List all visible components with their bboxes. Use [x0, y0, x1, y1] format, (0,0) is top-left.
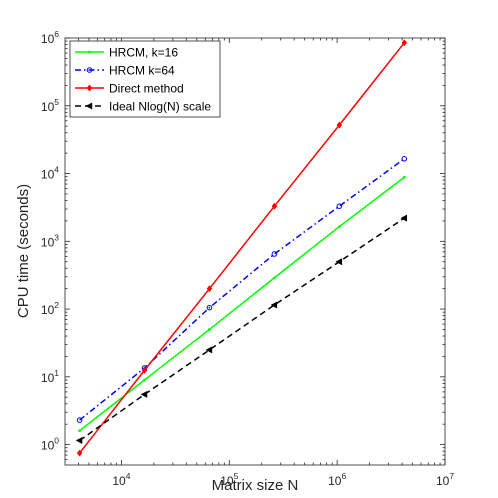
data-point-1-3: [271, 251, 278, 257]
legend: HRCM, k=16 HRCM k=64 Direct method Ideal Nl…: [69, 40, 221, 118]
data-point-3-2: [205, 346, 213, 354]
data-point-0-3: [273, 276, 276, 280]
data-point-1-2: [206, 304, 213, 311]
data-point-1-5: [401, 155, 408, 162]
data-point-3-0: [75, 436, 83, 444]
x-tick-label-0: 104: [112, 471, 130, 488]
x-tick-label-2: 106: [328, 471, 346, 488]
legend-marker-1: [86, 67, 93, 73]
tick-layer: 104 105 106 107 100 101 102 103 104 105 106: [41, 29, 454, 488]
data-point-0-2: [208, 328, 211, 331]
y-tick-label-5: 105: [41, 97, 59, 114]
data-point-1-0: [76, 417, 83, 423]
series-layer: [75, 39, 408, 457]
y-tick-label-0: 100: [41, 436, 59, 453]
legend-marker-0: [88, 50, 91, 54]
x-tick-label-1: 105: [220, 471, 238, 488]
x-axis-label: Matrix size N: [212, 477, 299, 494]
data-point-2-2: [206, 285, 213, 293]
y-tick-label-4: 104: [41, 165, 59, 182]
data-point-2-5: [401, 39, 408, 47]
series-1: [76, 155, 408, 423]
data-point-2-1: [141, 366, 148, 374]
data-point-0-4: [337, 225, 341, 228]
data-point-0-5: [402, 175, 406, 179]
legend-label-2: Direct method: [109, 82, 184, 96]
y-tick-label-2: 102: [41, 300, 59, 317]
legend-label-0: HRCM, k=16: [109, 46, 178, 60]
data-point-0-0: [78, 429, 81, 433]
y-tick-label-3: 103: [41, 232, 59, 249]
data-point-3-3: [270, 301, 278, 309]
legend-marker-2: [86, 84, 93, 92]
data-point-2-4: [336, 121, 343, 129]
data-point-3-5: [400, 214, 407, 222]
legend-marker-3: [85, 102, 93, 110]
y-tick-label-1: 101: [41, 368, 59, 385]
data-point-2-3: [271, 202, 278, 210]
data-point-3-4: [335, 258, 343, 266]
series-line-1: [79, 158, 405, 421]
series-3: [75, 214, 407, 444]
series-line-2: [78, 42, 405, 454]
y-tick-label-6: 106: [41, 29, 59, 46]
x-tick-label-3: 107: [436, 471, 454, 488]
data-point-2-0: [76, 449, 83, 457]
data-point-0-1: [143, 378, 146, 382]
y-axis-label: CPU time (seconds): [15, 184, 32, 318]
series-0: [78, 175, 406, 433]
legend-label-1: HRCM k=64: [109, 64, 175, 78]
series-line-0: [79, 176, 405, 432]
series-2: [76, 39, 408, 457]
legend-box: [69, 40, 221, 118]
legend-label-3: Ideal Nlog(N) scale: [109, 100, 211, 114]
data-point-3-1: [140, 390, 148, 398]
data-point-1-4: [336, 203, 343, 209]
